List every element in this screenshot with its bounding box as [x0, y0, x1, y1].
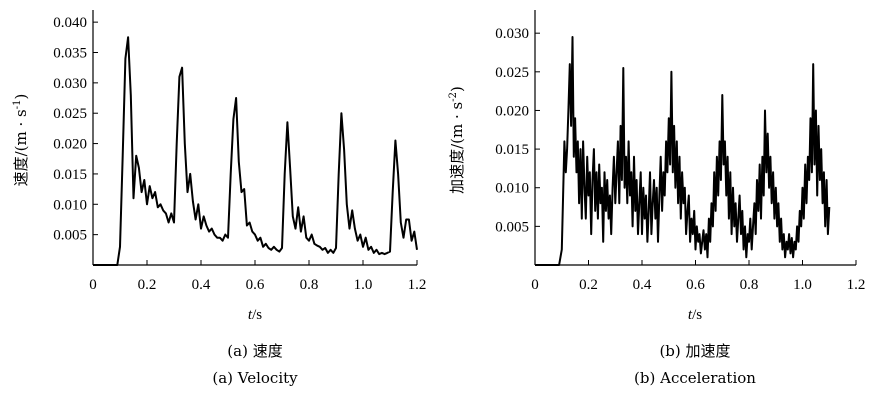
y-axis-title-main: 速度/(m · s	[12, 109, 30, 186]
y-tick-label: 0.025	[495, 65, 529, 81]
x-origin-label: 0	[89, 277, 97, 293]
y-tick-label: 0.020	[53, 137, 87, 153]
caption-cn: (a) 速度	[227, 342, 282, 360]
y-ticks: 0.005 0.010 0.015 0.020 0.025 0.030	[495, 26, 540, 235]
y-axis-title-end: )	[448, 86, 466, 92]
y-tick-label: 0.025	[53, 106, 87, 122]
y-axis-title-end: )	[12, 94, 30, 100]
x-tick-label: 0.4	[633, 277, 652, 293]
y-ticks: 0.005 0.010 0.015 0.020 0.025 0.030 0.035 0.040	[53, 15, 98, 244]
x-axis-var: t	[248, 307, 253, 323]
y-tick-label: 0.030	[495, 26, 529, 42]
y-tick-label: 0.020	[495, 103, 529, 119]
y-tick-label: 0.005	[495, 219, 529, 235]
x-ticks: 0.2 0.4 0.6 0.8 1.0 1.2	[579, 260, 865, 293]
velocity-chart: 0.005 0.010 0.015 0.020 0.025 0.030 0.035 0.040…	[12, 10, 426, 387]
caption-en: (b) Acceleration	[634, 369, 756, 387]
y-tick-label: 0.010	[53, 197, 87, 213]
x-origin-label: 0	[531, 277, 539, 293]
y-tick-label: 0.015	[53, 167, 87, 183]
y-axis-title: 加速度/(m · s-2)	[448, 86, 466, 194]
y-tick-label: 0.005	[53, 228, 87, 244]
velocity-series-line	[93, 36, 418, 266]
x-tick-label: 0.6	[686, 277, 705, 293]
x-tick-label: 0.2	[579, 277, 598, 293]
acceleration-chart: 0.005 0.010 0.015 0.020 0.025 0.030 0.2 0.4 0.6…	[448, 10, 865, 387]
y-tick-label: 0.030	[53, 76, 87, 92]
x-tick-label: 0.8	[740, 277, 759, 293]
y-axis-title-exp: -2	[448, 92, 459, 102]
caption-cn: (b) 加速度	[659, 342, 730, 360]
caption-en: (a) Velocity	[212, 369, 298, 387]
y-axis-title-exp: -1	[12, 99, 23, 109]
y-tick-label: 0.010	[495, 181, 529, 197]
x-tick-label: 1.0	[793, 277, 812, 293]
x-tick-label: 1.2	[847, 277, 866, 293]
y-axis-title: 速度/(m · s-1)	[12, 94, 30, 187]
y-tick-label: 0.040	[53, 15, 87, 31]
x-tick-label: 0.4	[192, 277, 211, 293]
x-axis-title: t/s	[688, 307, 702, 323]
x-axis-title: t/s	[248, 307, 262, 323]
x-axis-unit: /s	[252, 307, 262, 323]
x-axis-var: t	[688, 307, 693, 323]
x-axis-unit: /s	[692, 307, 702, 323]
x-tick-label: 0.6	[246, 277, 265, 293]
y-axis-title-main: 加速度/(m · s	[448, 102, 466, 194]
x-tick-label: 1.2	[408, 277, 427, 293]
acceleration-series-line	[535, 36, 831, 266]
x-tick-label: 0.8	[300, 277, 319, 293]
x-tick-label: 0.2	[138, 277, 157, 293]
x-tick-label: 1.0	[354, 277, 373, 293]
y-tick-label: 0.035	[53, 46, 87, 62]
x-ticks: 0.2 0.4 0.6 0.8 1.0 1.2	[138, 260, 427, 293]
y-tick-label: 0.015	[495, 142, 529, 158]
